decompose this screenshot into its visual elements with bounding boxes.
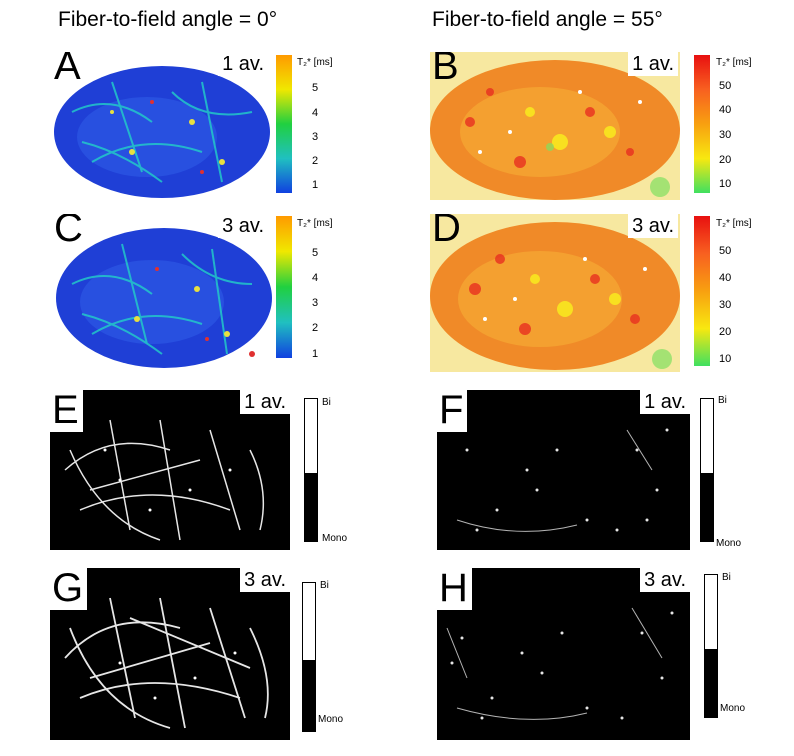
panel-h-binary-map: H 3 av.	[437, 568, 690, 740]
colorbar-right-d	[694, 216, 710, 366]
panel-d-image	[430, 214, 680, 372]
tick-d-20: 20	[719, 326, 732, 338]
tick-d-50: 50	[719, 245, 732, 257]
legend-g-bi: Bi	[320, 580, 329, 591]
tick-c-1: 1	[312, 348, 319, 360]
legend-e-mono: Mono	[322, 533, 348, 544]
panel-b-letter: B	[432, 52, 459, 88]
tick-b-20: 20	[719, 154, 732, 166]
tick-a-1: 1	[312, 179, 319, 191]
panel-e-binary-map: E 1 av.	[50, 390, 290, 550]
panel-g-letter: G	[50, 568, 88, 610]
panel-d-t2star-map: D 3 av.	[430, 214, 680, 372]
legend-f-mono: Mono	[716, 538, 742, 549]
panel-b-t2star-map: B 1 av.	[430, 52, 680, 200]
legend-h-bi: Bi	[722, 572, 731, 583]
colorbar-left-c	[276, 216, 292, 358]
panel-h-averages: 3 av.	[640, 568, 690, 592]
legend-h-mono: Mono	[720, 703, 746, 714]
tick-b-50: 50	[719, 80, 732, 92]
panel-c-averages: 3 av.	[218, 214, 268, 238]
panel-h-image	[437, 568, 690, 740]
tick-d-30: 30	[719, 299, 732, 311]
tick-c-2: 2	[312, 322, 319, 334]
tick-b-30: 30	[719, 129, 732, 141]
panel-g-image	[50, 568, 290, 740]
panel-f-letter: F	[437, 390, 468, 432]
tick-d-40: 40	[719, 272, 732, 284]
colorbar-b-title: T₂* [ms]	[716, 57, 752, 68]
colorbar-c-title: T₂* [ms]	[297, 218, 333, 229]
binary-legend-h	[704, 574, 718, 718]
tick-c-5: 5	[312, 247, 319, 259]
panel-c-image	[52, 214, 272, 370]
binary-legend-f	[700, 398, 714, 542]
panel-c-t2star-map: C 3 av.	[52, 214, 272, 370]
tick-c-4: 4	[312, 272, 319, 284]
legend-f-bi: Bi	[718, 395, 727, 406]
tick-a-5: 5	[312, 82, 319, 94]
legend-g-mono: Mono	[318, 714, 344, 725]
panel-c-letter: C	[54, 214, 83, 250]
colorbar-a-title: T₂* [ms]	[297, 57, 333, 68]
tick-c-3: 3	[312, 297, 319, 309]
panel-a-image	[52, 52, 272, 200]
panel-h-letter: H	[437, 568, 472, 610]
panel-e-image	[50, 390, 290, 550]
panel-d-averages: 3 av.	[628, 214, 678, 238]
tick-a-2: 2	[312, 155, 319, 167]
legend-e-bi: Bi	[322, 397, 331, 408]
panel-g-averages: 3 av.	[240, 568, 290, 592]
tick-b-10: 10	[719, 178, 732, 190]
tick-a-3: 3	[312, 131, 319, 143]
panel-e-letter: E	[50, 390, 83, 432]
tick-a-4: 4	[312, 107, 319, 119]
colorbar-d-title: T₂* [ms]	[716, 218, 752, 229]
panel-f-averages: 1 av.	[640, 390, 690, 414]
binary-legend-e	[304, 398, 318, 542]
tick-d-10: 10	[719, 353, 732, 365]
panel-a-t2star-map: A 1 av.	[52, 52, 272, 200]
heading-left: Fiber-to-field angle = 0°	[58, 8, 278, 31]
colorbar-left-a	[276, 55, 292, 193]
panel-f-binary-map: F 1 av.	[437, 390, 690, 550]
panel-a-letter: A	[54, 52, 81, 88]
heading-right: Fiber-to-field angle = 55°	[432, 8, 663, 31]
panel-e-averages: 1 av.	[240, 390, 290, 414]
panel-b-image	[430, 52, 680, 200]
panel-a-averages: 1 av.	[218, 52, 268, 76]
panel-d-letter: D	[432, 214, 461, 250]
panel-b-averages: 1 av.	[628, 52, 678, 76]
panel-g-binary-map: G 3 av.	[50, 568, 290, 740]
tick-b-40: 40	[719, 104, 732, 116]
panel-f-image	[437, 390, 690, 550]
binary-legend-g	[302, 582, 316, 732]
colorbar-right-b	[694, 55, 710, 193]
